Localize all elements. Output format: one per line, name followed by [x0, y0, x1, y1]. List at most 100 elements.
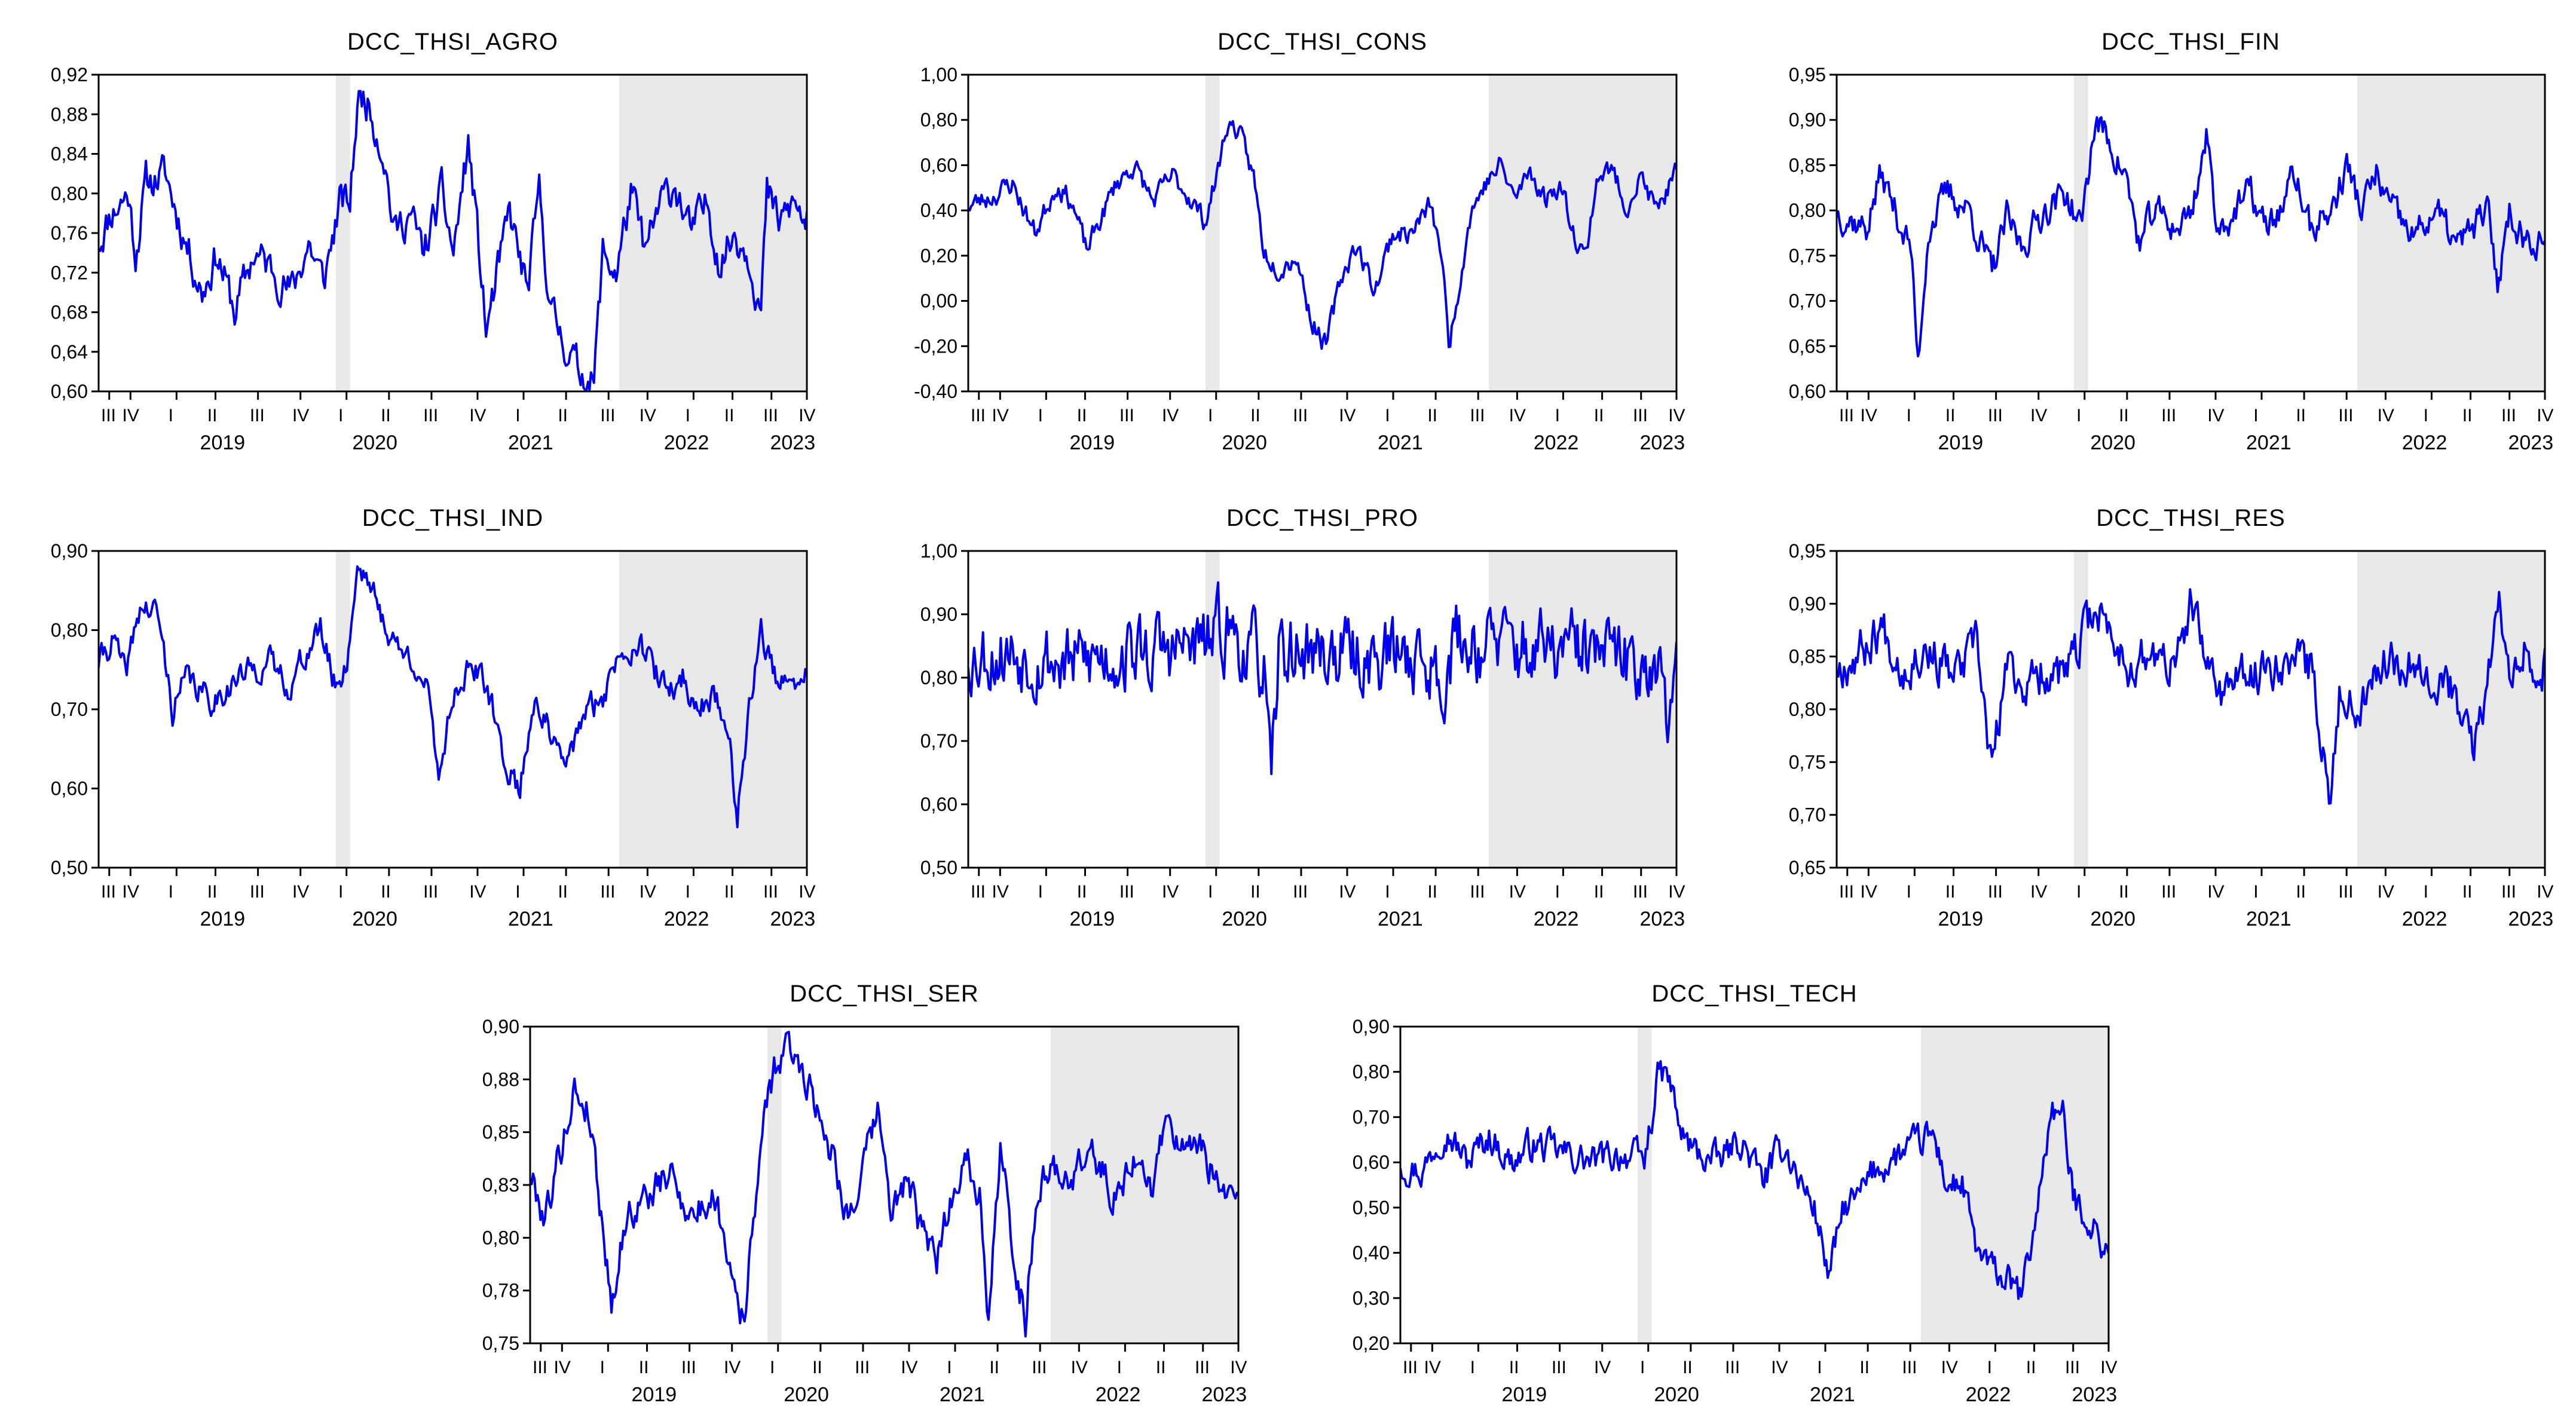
quarter-label: II: [381, 882, 391, 902]
quarter-label: I: [1987, 1358, 1992, 1377]
y-tick-label: 0,80: [1789, 699, 1826, 720]
chart-title: DCC_THSI_RES: [2096, 505, 2286, 531]
quarter-label: II: [2296, 882, 2306, 902]
chart-title: DCC_THSI_PRO: [1226, 505, 1418, 531]
quarter-label: III: [2338, 406, 2353, 425]
y-tick-label: 0,70: [51, 699, 88, 720]
quarter-label: III: [2501, 882, 2516, 902]
quarter-label: I: [169, 882, 173, 902]
quarter-label: IV: [2207, 406, 2224, 425]
quarter-label: IV: [1230, 1358, 1247, 1377]
year-label: 2020: [784, 1383, 829, 1406]
quarter-label: I: [1208, 882, 1213, 902]
quarter-label: II: [1250, 882, 1261, 902]
year-label: 2020: [2090, 431, 2136, 454]
quarter-label: III: [600, 406, 615, 425]
year-label: 2020: [352, 908, 397, 930]
quarter-label: III: [2161, 882, 2176, 902]
quarter-label: I: [338, 882, 343, 902]
y-tick-label: 0,60: [51, 778, 88, 800]
y-tick-label: 0,70: [1353, 1106, 1390, 1128]
year-label: 2020: [1654, 1383, 1699, 1406]
quarter-label: IV: [640, 882, 656, 902]
y-tick-label: 0,60: [920, 154, 957, 176]
shaded-period-1: [1637, 1027, 1652, 1343]
shaded-period-2: [2357, 75, 2545, 391]
y-tick-label: 0,75: [1789, 245, 1826, 267]
quarter-label: III: [600, 882, 615, 902]
y-tick-label: 0,75: [1789, 751, 1826, 773]
year-label: 2022: [664, 908, 709, 930]
quarter-label: II: [1594, 882, 1604, 902]
y-tick-label: 0,80: [51, 620, 88, 641]
quarter-label: IV: [292, 406, 309, 425]
shaded-period-2: [619, 75, 807, 391]
quarter-label: IV: [1771, 1358, 1788, 1377]
y-tick-label: 0,85: [1789, 154, 1826, 176]
quarter-label: III: [2065, 1358, 2080, 1377]
series-line: [968, 581, 1676, 776]
year-label: 2022: [1534, 431, 1579, 454]
y-tick-label: 0,50: [920, 857, 957, 878]
y-tick-label: 0,80: [482, 1227, 519, 1248]
quarter-label: IV: [1162, 406, 1179, 425]
quarter-label: III: [1470, 406, 1485, 425]
y-tick-label: 0,68: [51, 302, 88, 323]
quarter-label: II: [2119, 882, 2129, 902]
quarter-label: II: [1156, 1358, 1166, 1377]
quarter-label: II: [2296, 406, 2306, 425]
y-tick-label: 0,95: [1789, 64, 1826, 85]
quarter-label: I: [1555, 406, 1560, 425]
series-line: [1400, 1060, 2109, 1300]
quarter-label: III: [1725, 1358, 1740, 1377]
quarter-label: III: [2338, 882, 2353, 902]
shaded-period-1: [1205, 75, 1220, 391]
quarter-label: IV: [2207, 882, 2224, 902]
y-tick-label: 0,90: [1789, 593, 1826, 614]
y-tick-label: 0,85: [482, 1122, 519, 1143]
quarter-label: I: [169, 406, 173, 425]
quarter-label: IV: [123, 882, 139, 902]
quarter-label: IV: [799, 406, 815, 425]
year-label: 2021: [508, 908, 553, 930]
year-label: 2020: [1222, 431, 1267, 454]
y-tick-label: 0,88: [482, 1068, 519, 1090]
quarter-label: IV: [901, 1358, 917, 1377]
year-label: 2023: [2508, 431, 2553, 454]
quarter-label: III: [1293, 882, 1308, 902]
year-label: 2020: [1222, 908, 1267, 930]
y-tick-label: 0,80: [1353, 1061, 1390, 1083]
year-label: 2022: [1096, 1383, 1141, 1406]
quarter-label: I: [2253, 406, 2258, 425]
year-label: 2019: [1938, 431, 1984, 454]
year-label: 2021: [940, 1383, 985, 1406]
shaded-period-1: [335, 551, 350, 868]
year-label: 2019: [1070, 431, 1115, 454]
shaded-period-2: [2357, 551, 2545, 868]
quarter-label: IV: [1941, 1358, 1958, 1377]
chart-panel-dcc-thsi-ser: DCC_THSI_SER 0,75 0,78 0,80 0,83 0,85 0,88 0,90…: [482, 981, 1247, 1406]
year-label: 2022: [1534, 908, 1579, 930]
quarter-label: II: [1427, 406, 1437, 425]
series-line: [1837, 588, 2545, 805]
quarter-label: II: [207, 882, 218, 902]
quarter-label: III: [1988, 406, 2003, 425]
quarter-label: IV: [469, 882, 486, 902]
quarter-label: II: [1594, 406, 1604, 425]
year-label: 2023: [770, 431, 815, 454]
quarter-label: IV: [799, 882, 815, 902]
quarter-label: II: [1077, 406, 1087, 425]
y-tick-label: 0,20: [1353, 1333, 1390, 1354]
y-tick-label: 0,60: [51, 381, 88, 402]
plot-frame: [967, 74, 1678, 393]
quarter-label: III: [1988, 882, 2003, 902]
year-label: 2022: [664, 431, 709, 454]
y-tick-label: 0,60: [1353, 1152, 1390, 1173]
quarter-label: III: [101, 882, 116, 902]
plot-frame: [1399, 1025, 2110, 1345]
y-tick-label: 0,75: [482, 1333, 519, 1354]
year-label: 2023: [2072, 1383, 2117, 1406]
quarter-label: I: [2076, 406, 2081, 425]
quarter-label: IV: [1071, 1358, 1088, 1377]
